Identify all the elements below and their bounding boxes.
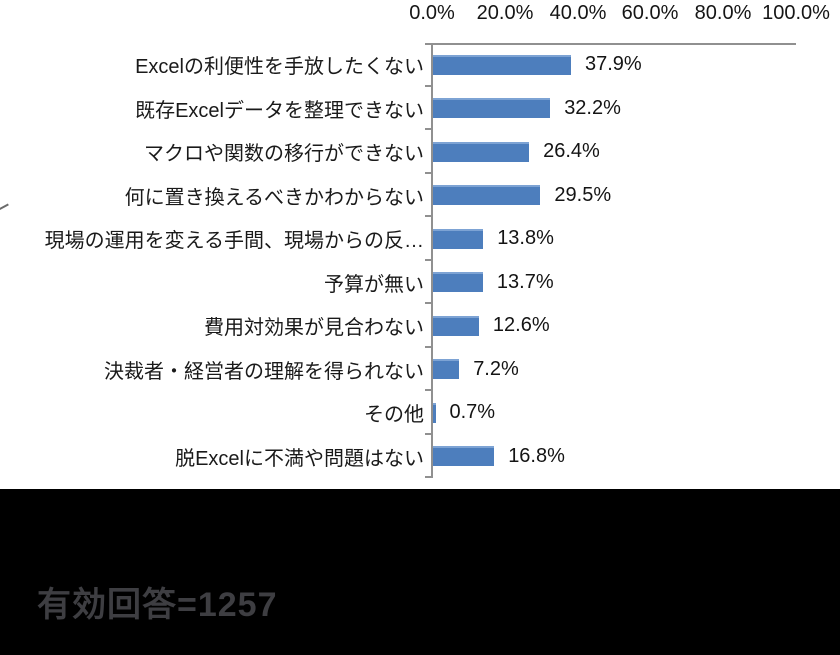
category-label: 何に置き換えるべきかわからない	[124, 186, 424, 209]
x-axis-tick-label: 80.0%	[694, 2, 752, 24]
axis-tick	[425, 476, 432, 478]
sample-size-label: 有効回答=1257	[37, 586, 278, 624]
bar-row: 29.5%	[433, 174, 797, 218]
value-axis-line	[431, 43, 796, 45]
bar-row: 26.4%	[433, 130, 797, 174]
bar-value-label: 12.6%	[492, 314, 550, 337]
bar-value-label: 13.7%	[496, 270, 554, 293]
bar-value-label: 7.2%	[473, 357, 519, 380]
bar-row: 13.8%	[433, 217, 797, 261]
bar-row: 13.7%	[433, 261, 797, 305]
axis-tick	[425, 302, 432, 304]
bar-row: 7.2%	[433, 348, 797, 392]
bar-rows: 37.9% 32.2% 26.4% 29.5% 13.8% 13.7%	[433, 43, 797, 478]
bar	[433, 402, 436, 423]
bar-value-label: 16.8%	[508, 444, 565, 467]
category-label: 費用対効果が見合わない	[204, 317, 424, 340]
axis-tick	[425, 215, 432, 217]
category-label: マクロや関数の移行ができない	[144, 143, 424, 166]
bar	[433, 141, 530, 162]
bar-value-label: 32.2%	[564, 96, 621, 119]
bar	[433, 228, 484, 249]
plot-area: 37.9% 32.2% 26.4% 29.5% 13.8% 13.7%	[425, 43, 797, 478]
x-axis-tick-label: 100.0%	[762, 2, 830, 24]
x-axis-tick-label: 20.0%	[476, 2, 534, 24]
bar	[433, 185, 541, 206]
category-label: 決裁者・経営者の理解を得られない	[104, 360, 424, 383]
bar	[433, 446, 495, 467]
category-axis-line	[431, 43, 433, 478]
x-axis-tick-label: 0.0%	[409, 2, 455, 24]
bar	[433, 54, 571, 75]
bar-row: 12.6%	[433, 304, 797, 348]
bar	[433, 315, 479, 336]
axis-tick	[425, 43, 432, 45]
axis-tick	[425, 432, 432, 435]
bar	[433, 359, 460, 380]
category-label: 予算が無い	[324, 273, 424, 296]
x-axis-tick-label: 40.0%	[549, 2, 607, 24]
axis-tick	[425, 128, 432, 130]
axis-tick	[425, 171, 432, 174]
category-label: 既存Excelデータを整理できない	[135, 99, 424, 122]
category-label: Excelの利便性を手放したくない	[135, 56, 424, 79]
axis-tick	[425, 84, 432, 87]
bar-row: 16.8%	[433, 435, 797, 479]
axis-tick	[425, 345, 432, 348]
footer: 有効回答=1257	[0, 489, 840, 655]
bar-row: 0.7%	[433, 391, 797, 435]
bar-value-label: 0.7%	[449, 401, 496, 424]
bar	[433, 272, 483, 293]
bar-value-label: 26.4%	[543, 140, 600, 163]
bar-value-label: 29.5%	[554, 183, 612, 206]
axis-tick	[425, 389, 432, 391]
category-label: 脱Excelに不満や問題はない	[175, 447, 424, 470]
x-axis-tick-label: 60.0%	[621, 2, 679, 24]
category-label: 現場の運用を変える手間、現場からの反…	[44, 230, 424, 253]
category-axis-labels: Excelの利便性を手放したくない 既存Excelデータを整理できない マクロや…	[0, 43, 424, 478]
category-label: その他	[364, 404, 424, 427]
axis-tick	[425, 258, 432, 261]
bar-value-label: 13.8%	[497, 227, 554, 250]
bar-row: 32.2%	[433, 87, 797, 131]
bar-row: 37.9%	[433, 43, 797, 87]
bar	[433, 98, 551, 119]
bar-value-label: 37.9%	[585, 53, 642, 76]
